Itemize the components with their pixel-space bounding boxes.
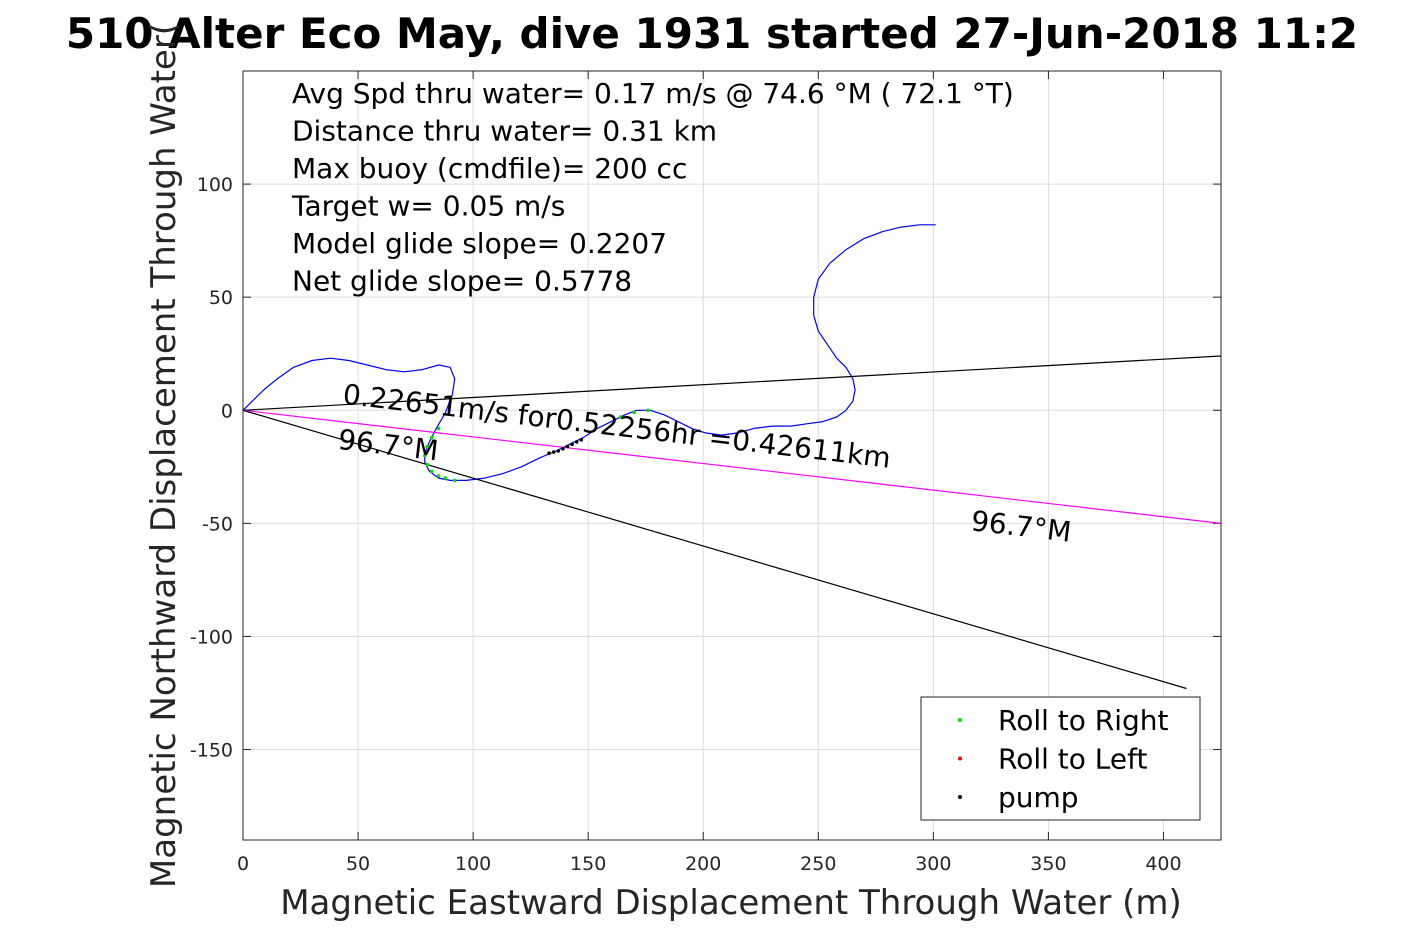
legend-marker <box>958 795 962 799</box>
info-line: Target w= 0.05 m/s <box>291 190 565 223</box>
series-markers <box>423 408 650 483</box>
x-tick-label: 350 <box>1030 853 1066 875</box>
y-axis-ticks: 100 50 0 -50 -100 -150 <box>190 174 1221 762</box>
x-tick-label: 300 <box>915 853 951 875</box>
info-line: Model glide slope= 0.2207 <box>292 227 667 260</box>
marker-point <box>561 446 565 451</box>
x-tick-label: 200 <box>685 853 721 875</box>
y-tick-label: 100 <box>197 174 233 196</box>
legend-marker <box>958 718 962 722</box>
info-line: Avg Spd thru water= 0.17 m/s @ 74.6 °M (… <box>292 77 1014 110</box>
marker-point <box>551 450 556 454</box>
x-tick-label: 100 <box>455 853 491 875</box>
marker-point <box>556 449 561 453</box>
series-line-glide-line-lower <box>242 409 1187 690</box>
legend-entry: pump <box>998 781 1079 814</box>
info-line: Max buoy (cmdfile)= 200 cc <box>292 152 687 185</box>
marker-point <box>423 453 427 458</box>
info-line: Net glide slope= 0.5778 <box>292 265 632 298</box>
marker-point <box>436 474 441 478</box>
grid <box>242 71 1221 840</box>
chart-title: 510 Alter Eco May, dive 1931 started 27-… <box>66 9 1358 58</box>
marker-point <box>570 442 574 447</box>
y-axis-label: Magnetic Northward Displacement Through … <box>144 22 184 888</box>
x-tick-label: 250 <box>800 853 836 875</box>
marker-point <box>429 469 434 474</box>
legend-marker <box>958 756 962 761</box>
plot-frame <box>242 70 1222 841</box>
x-tick-label: 50 <box>346 853 370 875</box>
info-line: Distance thru water= 0.31 km <box>292 115 717 148</box>
marker-point <box>443 476 448 480</box>
y-tick-label: -150 <box>190 740 233 762</box>
marker-point <box>574 440 579 444</box>
marker-point <box>452 478 457 483</box>
marker-point <box>618 415 623 419</box>
annotation-label: 96.7°M <box>969 504 1073 549</box>
marker-point <box>429 435 434 440</box>
legend-entry: Roll to Left <box>998 743 1147 776</box>
series-line-track <box>242 224 936 481</box>
info-text-block: Avg Spd thru water= 0.17 m/s @ 74.6 °M (… <box>291 77 1014 298</box>
y-tick-label: -100 <box>190 626 233 648</box>
series-lines <box>242 224 1222 690</box>
marker-point <box>579 437 584 442</box>
legend-entry: Roll to Right <box>998 704 1169 737</box>
x-tick-label: 400 <box>1145 853 1181 875</box>
legend: Roll to Right Roll to Left pump <box>920 696 1201 821</box>
x-axis-label: Magnetic Eastward Displacement Through W… <box>280 883 1182 923</box>
series-line-glide-line-upper <box>242 355 1222 411</box>
marker-point <box>646 408 650 413</box>
marker-point <box>436 426 441 431</box>
marker-point <box>425 462 429 467</box>
x-tick-label: 0 <box>237 853 249 875</box>
marker-point <box>565 444 570 449</box>
series-line-average-current <box>242 409 1222 524</box>
marker-point <box>425 444 429 449</box>
annotation-label: 96.7°M <box>336 423 440 468</box>
y-tick-label: -50 <box>202 513 233 535</box>
legend-box <box>920 696 1201 821</box>
x-tick-label: 150 <box>570 853 606 875</box>
y-tick-label: 0 <box>221 400 233 422</box>
x-axis-ticks: 0 50 100 150 200 250 300 350 400 <box>237 71 1182 875</box>
y-tick-label: 50 <box>209 287 233 309</box>
marker-point <box>632 410 636 415</box>
marker-point <box>547 451 551 456</box>
